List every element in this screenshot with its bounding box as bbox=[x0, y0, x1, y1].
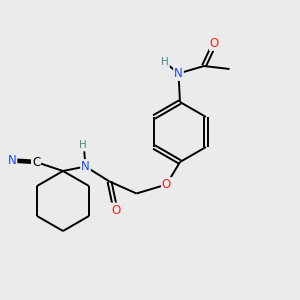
Text: H: H bbox=[161, 57, 169, 67]
Text: O: O bbox=[210, 37, 219, 50]
Text: O: O bbox=[111, 203, 120, 217]
Text: H: H bbox=[79, 140, 86, 151]
Text: O: O bbox=[162, 178, 171, 191]
Text: C: C bbox=[32, 155, 40, 169]
Text: N: N bbox=[81, 160, 90, 173]
Text: N: N bbox=[174, 67, 183, 80]
Text: N: N bbox=[8, 154, 16, 167]
